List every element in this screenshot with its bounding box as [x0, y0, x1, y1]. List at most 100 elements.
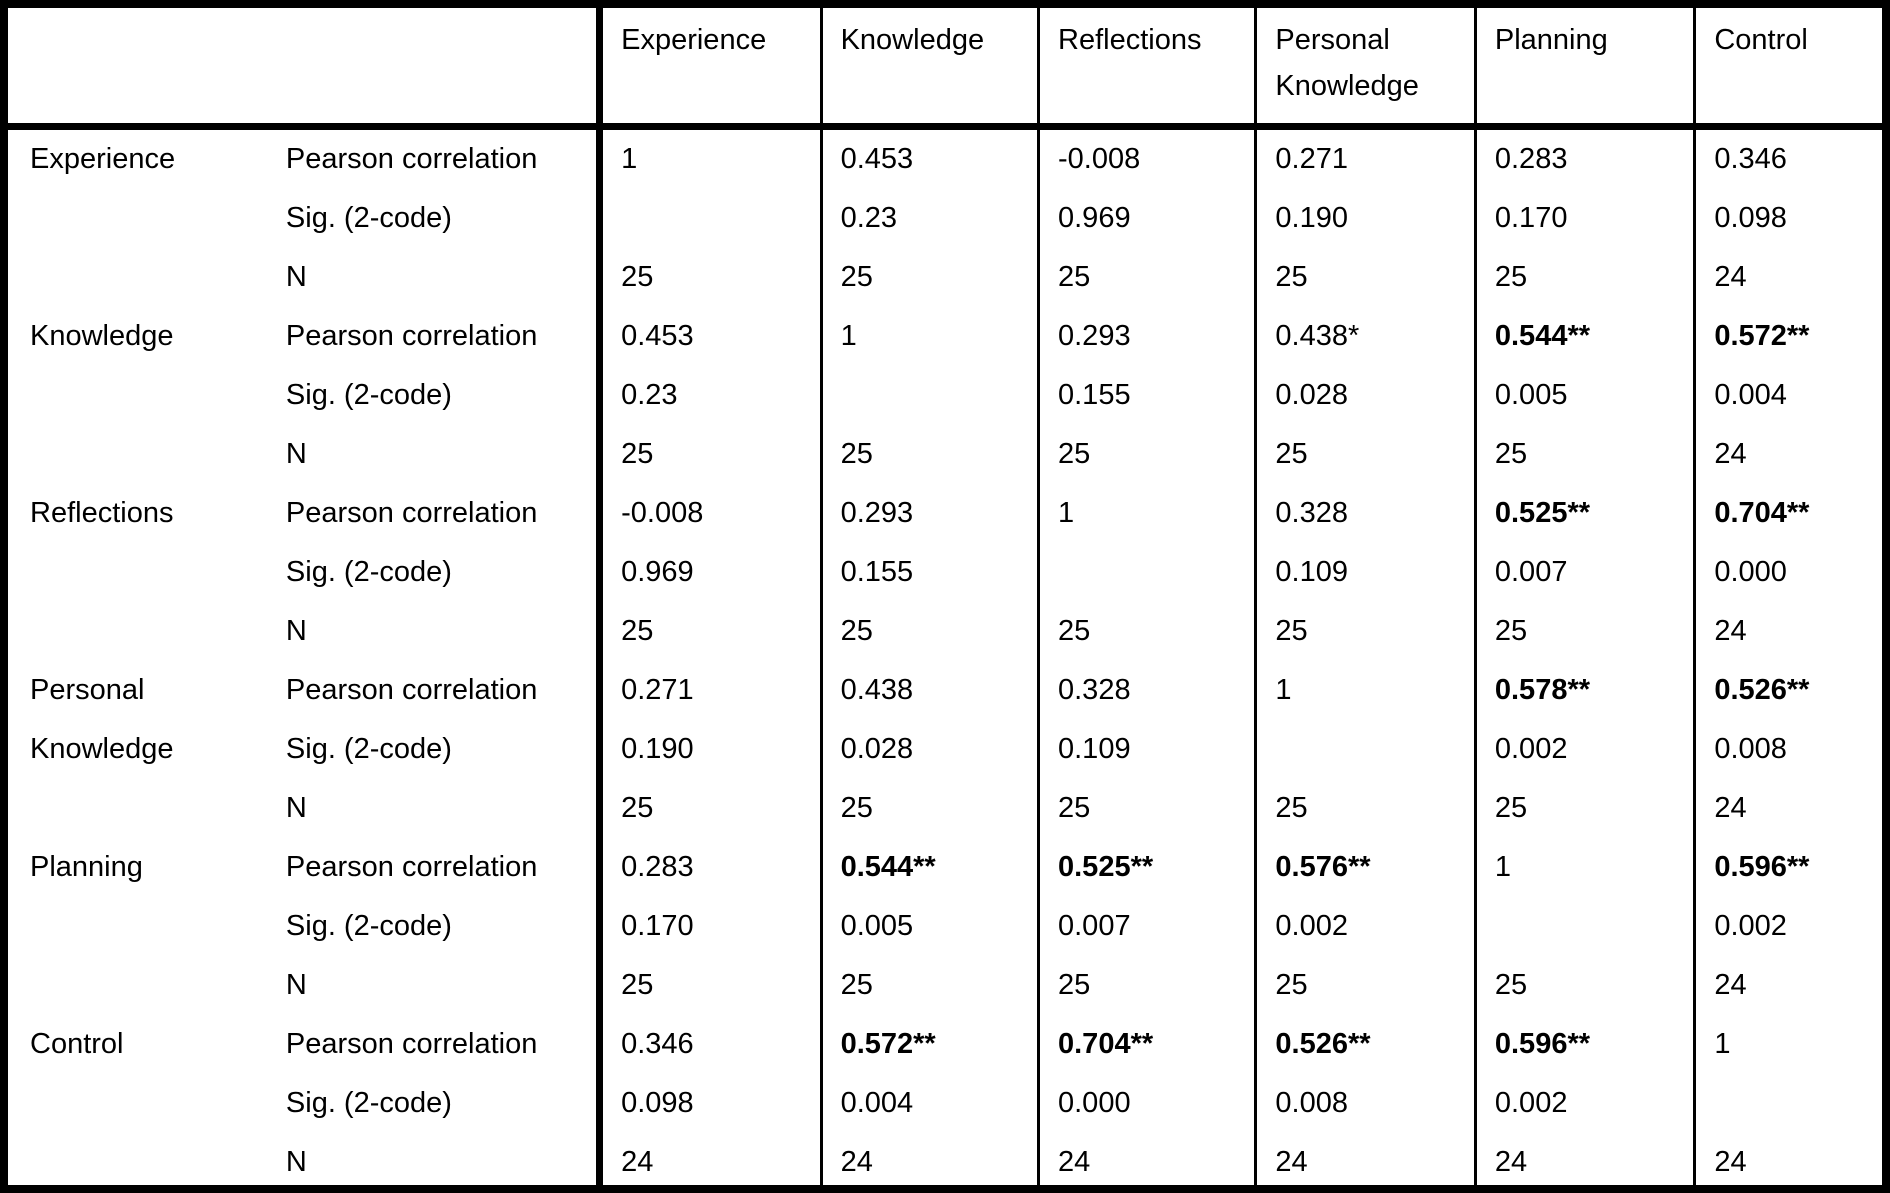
row-label-statistic: N [267, 425, 604, 484]
data-cell-value: 0.155 [840, 556, 914, 588]
row-label-variable [8, 956, 268, 1015]
data-cell: 1 [821, 307, 1041, 366]
data-cell-value: 0.572** [840, 1028, 936, 1060]
row-label-statistic: Pearson correlation [267, 126, 604, 189]
data-cell-value: 24 [1494, 1146, 1528, 1178]
correlation-table: Experience Knowledge Reflections Persona… [8, 8, 1882, 1192]
row-label-statistic-text: N [285, 615, 307, 647]
table-row: N 25 25 25 25 25 24 [8, 425, 1882, 484]
data-cell-value: 0.346 [621, 1028, 694, 1060]
data-cell-value: 25 [1275, 969, 1308, 1001]
data-cell: 0.596** [1475, 1015, 1697, 1074]
data-cell-value: 0.969 [1058, 202, 1131, 234]
row-label-statistic-text: N [285, 792, 307, 824]
row-label-statistic-text: Sig. (2-code) [285, 733, 452, 765]
column-header-line2: Knowledge [1275, 70, 1419, 102]
data-cell: 0.007 [1475, 543, 1697, 602]
data-cell: 25 [821, 248, 1041, 307]
data-cell: 24 [1255, 1133, 1477, 1192]
data-cell-value: 0.004 [1714, 379, 1787, 411]
data-cell-value: 1 [840, 320, 857, 352]
data-cell-value: 0.704** [1058, 1028, 1154, 1060]
data-cell: 25 [821, 602, 1041, 661]
table-row: Knowledge Pearson correlation 0.453 1 0.293 0… [8, 307, 1882, 366]
column-header-line1: Experience [621, 24, 767, 56]
data-cell-value: 24 [1714, 438, 1747, 470]
data-cell: 0.008 [1255, 1074, 1477, 1133]
row-label-statistic: N [267, 1133, 604, 1192]
data-cell-value: 24 [1714, 615, 1747, 647]
data-cell-value: 0.008 [1275, 1087, 1348, 1119]
row-label-variable [8, 543, 268, 602]
row-label-statistic: Sig. (2-code) [267, 1074, 604, 1133]
row-label-variable-text: Control [30, 1028, 124, 1060]
data-cell-value: 0.155 [1058, 379, 1131, 411]
data-cell-value: 25 [1494, 969, 1528, 1001]
data-cell: 0.004 [821, 1074, 1041, 1133]
data-cell: 0.23 [599, 366, 823, 425]
data-cell: 0.283 [599, 838, 823, 897]
row-label-statistic-text: Sig. (2-code) [285, 379, 452, 411]
data-cell-value: 0.002 [1494, 733, 1568, 765]
data-cell: 0.346 [599, 1015, 823, 1074]
column-header-line1: Personal [1275, 24, 1390, 56]
table-row: N 25 25 25 25 25 24 [8, 779, 1882, 838]
row-label-variable [8, 425, 268, 484]
data-cell: 24 [821, 1133, 1041, 1192]
data-cell: 0.271 [1255, 126, 1477, 189]
data-cell: 0.293 [1038, 307, 1258, 366]
data-cell: 25 [1475, 425, 1697, 484]
row-label-variable-text: Knowledge [30, 733, 174, 765]
row-label-variable [8, 602, 268, 661]
data-cell-value: 0.525** [1494, 497, 1591, 529]
row-label-variable: Knowledge [8, 720, 268, 779]
data-cell: 24 [1038, 1133, 1258, 1192]
data-cell-value: 0.572** [1714, 320, 1810, 352]
data-cell: 25 [1038, 425, 1258, 484]
table-row: Sig. (2-code) 0.23 0.155 0.028 0.005 0.004 [8, 366, 1882, 425]
row-label-variable [8, 779, 268, 838]
data-cell-value: 0.271 [1275, 143, 1348, 175]
data-cell: 0.170 [1475, 189, 1697, 248]
data-cell-value: 0.028 [1275, 379, 1348, 411]
row-label-statistic-text: Pearson correlation [285, 497, 538, 529]
data-cell-value: 0.438 [840, 674, 914, 706]
header-row: Experience Knowledge Reflections Persona… [8, 8, 1882, 130]
data-cell-value: 0.969 [621, 556, 694, 588]
row-label-statistic: Pearson correlation [267, 1015, 604, 1074]
row-label-statistic-text: Sig. (2-code) [285, 202, 452, 234]
table-row: Reflections Pearson correlation -0.008 0.29… [8, 484, 1882, 543]
row-label-variable-text: Knowledge [30, 320, 174, 352]
data-cell: 25 [1255, 248, 1477, 307]
row-label-statistic: Sig. (2-code) [267, 543, 604, 602]
data-cell [1255, 720, 1477, 779]
table-row: Knowledge Sig. (2-code) 0.190 0.028 0.109 0.0… [8, 720, 1882, 779]
data-cell: 0.109 [1255, 543, 1477, 602]
data-cell: 0.969 [599, 543, 823, 602]
data-cell-value: 0.346 [1714, 143, 1787, 175]
data-cell: 0.155 [1038, 366, 1258, 425]
data-cell: 24 [1695, 1133, 1882, 1192]
row-label-statistic: N [267, 779, 604, 838]
row-label-statistic: Sig. (2-code) [267, 897, 604, 956]
data-cell: 25 [821, 956, 1041, 1015]
data-cell: 0.190 [1255, 189, 1477, 248]
table-row: Control Pearson correlation 0.346 0.572** 0.… [8, 1015, 1882, 1074]
data-cell: 25 [1475, 602, 1697, 661]
data-cell: 0.453 [821, 126, 1041, 189]
row-label-variable [8, 366, 268, 425]
row-label-statistic: Sig. (2-code) [267, 189, 604, 248]
data-cell: 25 [821, 425, 1041, 484]
data-cell: 25 [599, 248, 823, 307]
data-cell: 0.004 [1695, 366, 1882, 425]
column-header-planning: Planning [1475, 8, 1697, 130]
data-cell-value: 25 [1058, 615, 1091, 647]
data-cell: 25 [599, 779, 823, 838]
data-cell-value: 0.170 [1494, 202, 1568, 234]
data-cell-value: 0.23 [840, 202, 898, 234]
data-cell: 0.438* [1255, 307, 1477, 366]
row-label-statistic: Pearson correlation [267, 484, 604, 543]
data-cell-value: 25 [621, 438, 654, 470]
row-label-variable: Experience [8, 127, 268, 190]
